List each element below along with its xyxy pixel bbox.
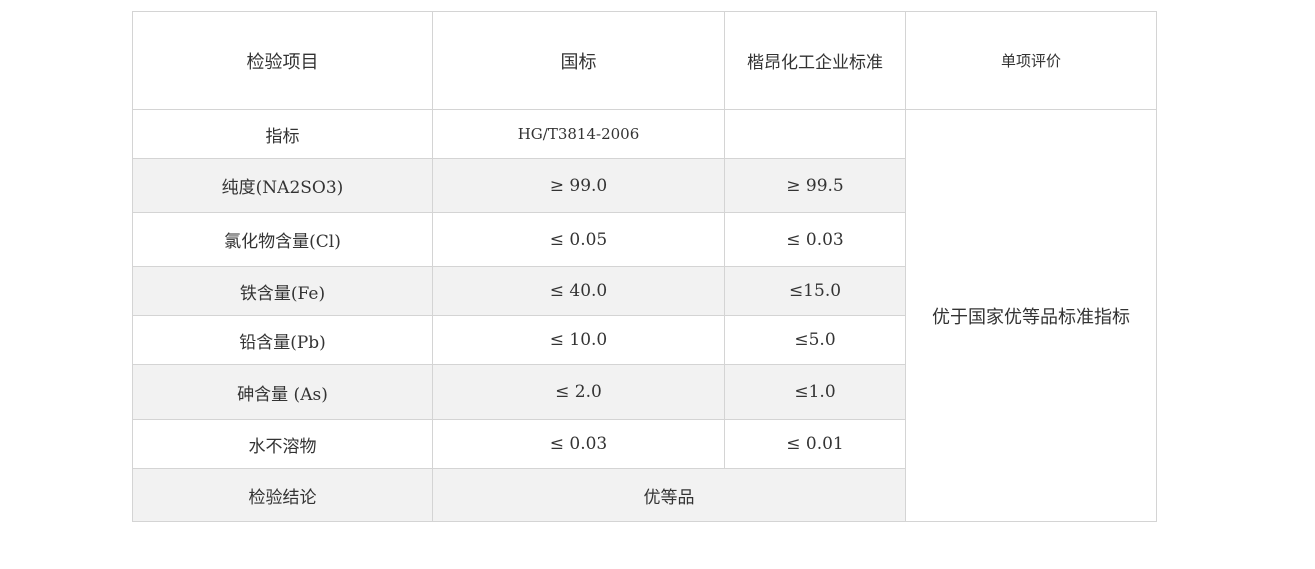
conclusion-value: 优等品 (432, 468, 906, 522)
enterprise-cell: ≤ 0.03 (724, 212, 906, 267)
conclusion-row: 检验结论 优等品 (132, 468, 1157, 522)
item-cell: 砷含量 (As) (132, 364, 433, 420)
national-cell: ≥ 99.0 (432, 158, 725, 213)
national-cell: ≤ 0.05 (432, 212, 725, 267)
conclusion-label: 检验结论 (132, 468, 433, 522)
national-cell: ≤ 10.0 (432, 315, 725, 365)
header-evaluation: 单项评价 (905, 11, 1157, 110)
item-cell: 纯度(NA2SO3) (132, 158, 433, 213)
index-label: 指标 (132, 109, 433, 159)
header-enterprise: 楷昂化工企业标准 (724, 11, 906, 110)
evaluation-cell: 优于国家优等品标准指标 (905, 109, 1157, 522)
national-cell: ≤ 0.03 (432, 419, 725, 469)
header-item: 检验项目 (132, 11, 433, 110)
index-enterprise (724, 109, 906, 159)
table-row: 纯度(NA2SO3) ≥ 99.0 ≥ 99.5 (132, 158, 1157, 213)
table-row: 水不溶物 ≤ 0.03 ≤ 0.01 (132, 419, 1157, 469)
enterprise-cell: ≤1.0 (724, 364, 906, 420)
item-cell: 氯化物含量(Cl) (132, 212, 433, 267)
enterprise-cell: ≤15.0 (724, 266, 906, 316)
table-row: 氯化物含量(Cl) ≤ 0.05 ≤ 0.03 (132, 212, 1157, 267)
item-cell: 铅含量(Pb) (132, 315, 433, 365)
enterprise-cell: ≤ 0.01 (724, 419, 906, 469)
table-row: 铅含量(Pb) ≤ 10.0 ≤5.0 (132, 315, 1157, 365)
table-row: 砷含量 (As) ≤ 2.0 ≤1.0 (132, 364, 1157, 420)
item-cell: 铁含量(Fe) (132, 266, 433, 316)
enterprise-cell: ≤5.0 (724, 315, 906, 365)
header-national: 国标 (432, 11, 725, 110)
item-cell: 水不溶物 (132, 419, 433, 469)
table-row: 铁含量(Fe) ≤ 40.0 ≤15.0 (132, 266, 1157, 316)
index-national: HG/T3814-2006 (432, 109, 725, 159)
quality-comparison-table: 检验项目 国标 楷昂化工企业标准 单项评价 指标 HG/T3814-2006 优… (132, 11, 1157, 522)
national-cell: ≤ 2.0 (432, 364, 725, 420)
national-cell: ≤ 40.0 (432, 266, 725, 316)
enterprise-cell: ≥ 99.5 (724, 158, 906, 213)
